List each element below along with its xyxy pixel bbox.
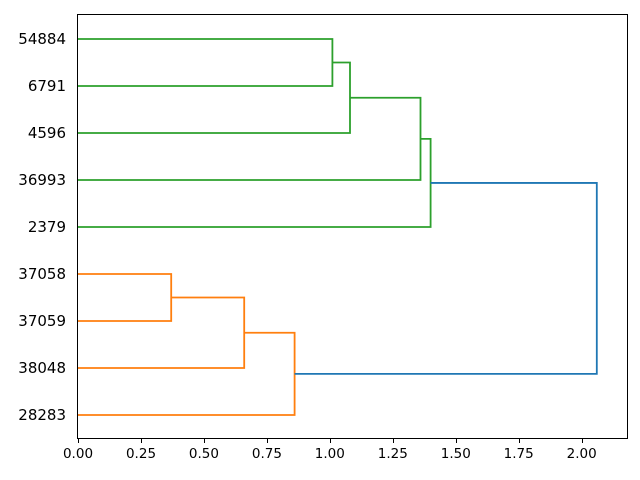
leaf-label: 37058: [18, 265, 66, 283]
dendrogram-link-green: [78, 137, 432, 228]
x-tick-label: 0.25: [125, 446, 157, 462]
x-tick-label: 1.50: [440, 446, 471, 462]
leaf-label: 28283: [18, 406, 66, 424]
x-tick-mark: [203, 439, 205, 443]
leaf-label: 36993: [18, 171, 66, 189]
x-tick-mark: [518, 439, 520, 443]
x-tick-label: 1.75: [503, 446, 534, 462]
x-tick-mark: [455, 439, 457, 443]
x-tick-label: 1.00: [314, 446, 345, 462]
x-tick-mark: [141, 439, 142, 443]
dendrogram-link-orange: [78, 273, 173, 322]
x-tick-mark: [78, 439, 79, 443]
x-tick-label: 2.00: [566, 446, 597, 462]
x-tick-mark: [581, 439, 583, 443]
dendrogram: [78, 38, 598, 416]
dendrogram-link-green: [78, 96, 422, 181]
x-tick-label: 0.50: [188, 446, 219, 462]
dendrogram-link-blue: [294, 182, 598, 375]
dendrogram-link-orange: [78, 296, 246, 369]
leaf-label: 38048: [18, 359, 66, 377]
leaf-label: 37059: [18, 312, 66, 330]
dendrogram-link-orange: [78, 331, 296, 416]
leaf-label: 54884: [18, 30, 66, 48]
dendrogram-link-green: [78, 38, 334, 87]
leaf-label: 2379: [27, 218, 66, 236]
x-tick-label: 1.25: [377, 446, 408, 462]
leaf-label: 6791: [27, 77, 66, 95]
dendrogram-link-green: [78, 61, 351, 134]
leaf-label: 4596: [27, 124, 66, 142]
x-tick-mark: [392, 439, 394, 443]
axes-frame: [77, 14, 628, 439]
x-tick-mark: [329, 439, 331, 443]
x-tick-label: 0.75: [251, 446, 282, 462]
x-tick-label: 0.00: [62, 446, 94, 462]
x-tick-mark: [266, 439, 268, 443]
